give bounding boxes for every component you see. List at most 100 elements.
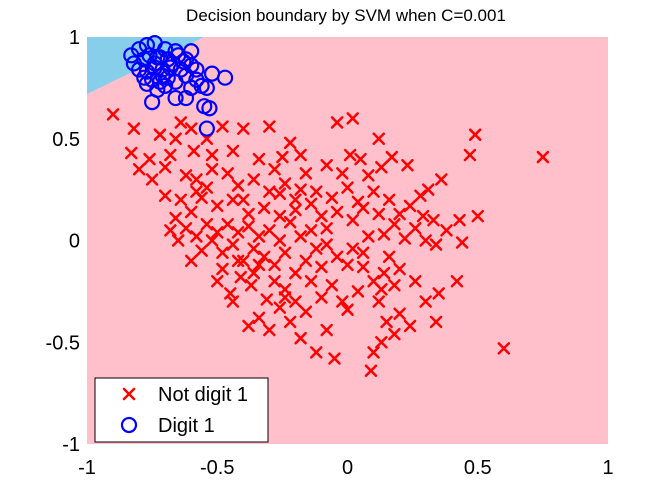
- not-digit-1-point: [252, 230, 266, 243]
- not-digit-1-point: [403, 319, 417, 333]
- not-digit-1-point: [388, 279, 401, 292]
- not-digit-1-point: [403, 199, 417, 213]
- not-digit-1-point: [315, 260, 328, 274]
- not-digit-1-point: [343, 148, 357, 162]
- not-digit-1-point: [336, 167, 349, 180]
- not-digit-1-point: [388, 217, 401, 231]
- digit-1-point: [144, 94, 161, 111]
- not-digit-1-point: [226, 238, 240, 251]
- not-digit-1-point: [242, 319, 255, 333]
- not-digit-1-point: [216, 246, 229, 259]
- not-digit-1-point: [330, 116, 344, 129]
- not-digit-1-point: [237, 193, 250, 207]
- digit-1-point: [196, 98, 213, 115]
- not-digit-1-point: [242, 220, 255, 233]
- legend-x-marker-icon: [122, 387, 136, 401]
- not-digit-1-point: [278, 177, 292, 190]
- not-digit-1-point: [171, 234, 185, 247]
- digit-1-markers: [123, 35, 234, 137]
- not-digit-1-point: [362, 230, 375, 243]
- x-tick-label: 0: [342, 457, 353, 479]
- not-digit-1-point: [377, 266, 391, 280]
- not-digit-1-point: [221, 167, 234, 180]
- not-digit-1-point: [231, 179, 245, 192]
- digit-1-point: [167, 89, 184, 107]
- not-digit-1-point: [385, 150, 399, 164]
- not-digit-1-point: [372, 207, 386, 221]
- not-digit-1-point: [164, 148, 177, 162]
- not-digit-1-point: [536, 150, 550, 164]
- not-digit-1-point: [450, 274, 464, 288]
- legend-label-digit-1: Digit 1: [158, 415, 215, 437]
- not-digit-1-point: [283, 136, 297, 150]
- not-digit-1-point: [468, 128, 482, 141]
- not-digit-1-point: [263, 224, 276, 237]
- not-digit-1-point: [429, 315, 443, 329]
- legend-label-not-digit-1: Not digit 1: [158, 384, 248, 406]
- y-tick-label: 1: [69, 27, 80, 49]
- not-digit-1-point: [257, 250, 271, 264]
- not-digit-1-point: [294, 148, 307, 162]
- not-digit-1-point: [257, 201, 271, 215]
- not-digit-1-point: [341, 258, 354, 272]
- not-digit-1-point: [164, 224, 177, 237]
- not-digit-1-point: [231, 254, 245, 268]
- not-digit-1-point: [158, 189, 172, 202]
- not-digit-1-point: [336, 295, 349, 308]
- digit-1-point: [177, 89, 195, 107]
- not-digit-1-point: [169, 132, 182, 145]
- not-digit-1-point: [315, 291, 328, 304]
- not-digit-1-point: [205, 163, 219, 176]
- not-digit-1-point: [289, 203, 302, 217]
- not-digit-1-point: [354, 152, 367, 166]
- not-digit-1-point: [242, 207, 255, 221]
- not-digit-1-point: [184, 254, 198, 268]
- not-digit-1-point: [179, 222, 193, 235]
- not-digit-1-point: [226, 295, 240, 308]
- not-digit-1-point: [153, 128, 167, 141]
- not-digit-1-point: [268, 163, 281, 176]
- not-digit-1-point: [375, 160, 388, 174]
- not-digit-1-point: [463, 148, 477, 162]
- not-digit-1-point: [330, 250, 344, 264]
- not-digit-1-point: [304, 224, 318, 237]
- not-digit-1-point: [435, 173, 448, 186]
- not-digit-1-point: [179, 169, 193, 182]
- digit-1-point: [131, 61, 148, 78]
- not-digit-1-point: [375, 336, 388, 349]
- not-digit-1-point: [268, 258, 281, 272]
- not-digit-1-point: [273, 209, 287, 223]
- not-digit-1-point: [299, 254, 313, 268]
- digit-1-point: [198, 120, 215, 137]
- not-digit-1-point: [190, 173, 203, 186]
- not-digit-1-point: [195, 244, 208, 257]
- not-digit-1-point: [362, 169, 375, 182]
- digit-1-point: [198, 79, 215, 96]
- digit-1-point: [188, 61, 205, 78]
- not-digit-1-point: [388, 327, 401, 341]
- not-digit-1-point: [356, 246, 370, 259]
- not-digit-1-point: [143, 152, 156, 166]
- digit-1-point: [177, 51, 195, 68]
- not-digit-1-point: [200, 217, 214, 231]
- not-digit-1-point: [252, 311, 266, 325]
- not-digit-1-point: [328, 352, 341, 365]
- not-digit-1-point: [351, 285, 365, 298]
- not-digit-1-point: [184, 122, 198, 135]
- not-digit-1-point: [200, 181, 214, 194]
- not-digit-1-point: [377, 228, 391, 241]
- not-digit-1-point: [330, 205, 344, 219]
- not-digit-1-point: [414, 189, 427, 202]
- plot-area: [87, 35, 608, 444]
- not-digit-1-point: [372, 132, 386, 145]
- not-digit-1-point: [419, 234, 432, 247]
- x-tick-label: -0.5: [200, 457, 234, 479]
- not-digit-1-point: [252, 152, 266, 166]
- not-digit-1-point: [393, 262, 406, 276]
- legend-circle-marker-icon: [120, 416, 138, 434]
- not-digit-1-point: [367, 346, 380, 359]
- x-axis: -1 -0.5 0 0.5 1: [78, 457, 613, 479]
- not-digit-1-point: [132, 163, 146, 176]
- not-digit-1-point: [278, 246, 292, 259]
